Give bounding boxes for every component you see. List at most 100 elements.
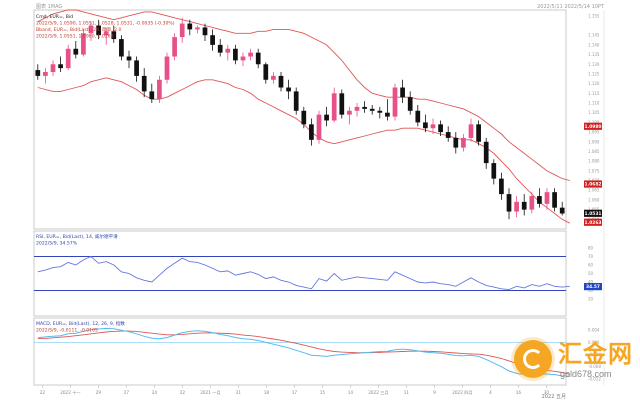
price-tick-label: 1.085 <box>588 149 600 154</box>
price-tick-label: 1.105 <box>588 110 600 115</box>
tag-band-middle: 1.0682 <box>584 180 602 188</box>
candle-body <box>301 110 307 125</box>
price-tick-label: 1.110 <box>588 101 600 106</box>
macd-tick-label: 0.004 <box>588 328 600 333</box>
candle <box>134 56 139 82</box>
rsi-tick-label: 80 <box>588 246 594 251</box>
candle <box>529 192 535 214</box>
candle <box>385 99 390 121</box>
header-top-left: 图表 1MAG <box>36 3 62 10</box>
candle-body <box>559 207 565 214</box>
price-legend-line: 2022/5/9, 1.0590, 1.0551, 1.0528, 1.0531… <box>36 21 175 27</box>
price-tick-label: 1.135 <box>588 52 600 57</box>
rsi-legend: RSI, EUR=, Bid(Last), 14, 威尔德平滑2022/5/9,… <box>36 233 118 247</box>
candle <box>331 87 337 123</box>
candle-body <box>286 87 291 92</box>
candle-body <box>529 196 535 210</box>
rsi-tick-label: 20 <box>588 297 594 302</box>
candle-body <box>483 141 489 164</box>
candle-body <box>377 110 383 113</box>
x-axis: 22 2022 十一 29 27 24 22 2021 一月 21 18 17 15 14 2022 三… <box>40 385 550 396</box>
price-tick-label: 1.065 <box>588 188 600 193</box>
candle-body <box>491 163 497 179</box>
candle-body <box>73 48 79 55</box>
candle-body <box>58 64 63 69</box>
candle-body <box>499 178 504 195</box>
candle-body <box>111 31 117 40</box>
candle <box>271 72 276 84</box>
candle-body <box>392 87 398 117</box>
rsi-tick-label: 70 <box>588 254 594 259</box>
candle <box>58 56 63 73</box>
candle-body <box>96 25 101 36</box>
panel-frame-rsi <box>33 230 567 317</box>
bollinger-upper-band <box>37 9 570 181</box>
price-legend-line: Bband, EUR=, Bid(Last), 20, 简单, 2.0 <box>36 26 122 33</box>
candle <box>111 25 117 43</box>
macd-tick-label: -0.008 <box>588 364 601 369</box>
x-tick-label: 30 <box>544 390 550 395</box>
candle <box>347 106 352 125</box>
candle <box>354 103 360 117</box>
candle-body <box>81 33 86 55</box>
candle-body <box>438 124 443 133</box>
candle-body <box>354 106 360 111</box>
price-tick-label: 1.145 <box>588 33 600 38</box>
candle <box>445 126 451 142</box>
candle <box>81 29 86 57</box>
price-tick-label: 1.130 <box>588 62 600 67</box>
candles <box>35 17 565 220</box>
candle-body <box>217 44 223 53</box>
candle <box>316 110 322 144</box>
x-tick-label: 29 <box>96 390 102 395</box>
tag-last-price-box <box>584 209 602 217</box>
watermark-logo <box>514 340 552 378</box>
candle <box>476 120 481 146</box>
candle-body <box>278 75 284 88</box>
candle-body <box>103 31 109 36</box>
macd-tick-label: -0.012 <box>588 376 601 381</box>
tag-last-price: 1.0531 <box>584 209 602 217</box>
candle-body <box>141 75 147 92</box>
tag-rsi-last-label: 34.57 <box>586 284 600 290</box>
rsi-tick-label: 40 <box>588 280 594 285</box>
candle <box>50 60 56 76</box>
price-legend-line: Cmd, EUR=, Bid <box>36 14 73 20</box>
x-tick-label: 15 <box>320 390 326 395</box>
candle-body <box>126 56 132 61</box>
candle-body <box>119 39 124 57</box>
candle <box>544 188 550 210</box>
candle <box>73 41 79 59</box>
candle-body <box>179 23 185 38</box>
price-tick-label: 1.095 <box>588 130 600 135</box>
candle <box>537 188 542 208</box>
candle-body <box>164 56 170 80</box>
candle-body <box>225 48 231 53</box>
candle-body <box>293 91 299 111</box>
candle <box>65 44 71 71</box>
candle <box>149 83 155 104</box>
price-tick-label: 1.155 <box>588 13 600 18</box>
candle <box>164 52 170 84</box>
candle-body <box>35 70 41 76</box>
candle <box>324 106 329 127</box>
tag-band-upper-label: 1.0980 <box>585 124 602 130</box>
macd-tick-label: 0.000 <box>588 340 600 345</box>
candle-body <box>233 48 238 61</box>
watermark-logo-icon <box>523 349 543 369</box>
candle <box>119 35 124 61</box>
candle-body <box>362 106 367 109</box>
candle <box>179 17 185 43</box>
candle-body <box>476 124 481 142</box>
candle <box>400 79 405 104</box>
candle-body <box>514 201 519 212</box>
candle-body <box>240 56 246 61</box>
candle-body <box>385 112 390 117</box>
x-tick-label: 22 <box>40 390 46 395</box>
tag-rsi-last-box <box>584 283 602 291</box>
price-tick-label: 1.115 <box>588 91 600 96</box>
rsi-tick-label: 60 <box>588 263 594 268</box>
rsi-tick-label: 50 <box>588 271 594 276</box>
candle-body <box>271 75 276 80</box>
